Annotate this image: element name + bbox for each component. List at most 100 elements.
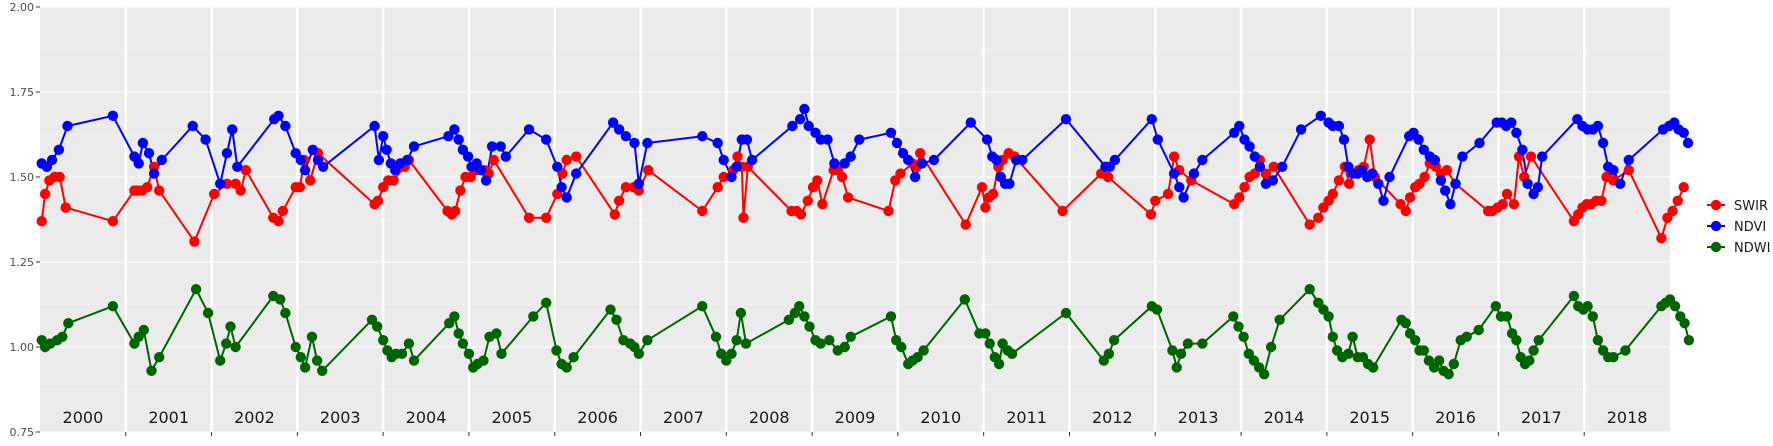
- data-point: [1162, 188, 1174, 200]
- data-point: [1533, 335, 1544, 346]
- data-point: [1525, 151, 1537, 162]
- data-point: [273, 216, 284, 227]
- data-point: [1234, 120, 1245, 132]
- data-point: [1501, 188, 1513, 200]
- data-point: [221, 148, 233, 159]
- data-point: [1615, 178, 1626, 189]
- data-point: [987, 188, 999, 200]
- data-point: [984, 338, 995, 349]
- data-point: [1228, 311, 1239, 322]
- data-point: [311, 355, 323, 366]
- year-label: 2006: [577, 408, 618, 427]
- data-point: [710, 331, 722, 342]
- y-tick-label: 2.00: [10, 1, 35, 14]
- data-point: [1608, 352, 1619, 363]
- data-point: [1060, 114, 1072, 125]
- data-point: [190, 284, 202, 295]
- data-point: [1445, 199, 1456, 210]
- data-point: [1450, 178, 1461, 189]
- data-point: [1683, 335, 1695, 346]
- data-point: [215, 355, 226, 366]
- data-point: [799, 311, 810, 322]
- data-point: [299, 362, 311, 373]
- data-point: [726, 348, 737, 359]
- data-point: [891, 137, 903, 149]
- data-point: [378, 335, 389, 346]
- data-point: [1524, 355, 1535, 366]
- data-point: [611, 314, 622, 325]
- data-point: [142, 182, 153, 193]
- data-point: [1679, 318, 1690, 329]
- data-point: [1511, 335, 1522, 346]
- data-point: [1678, 182, 1689, 193]
- data-point: [1373, 178, 1384, 189]
- data-point: [561, 154, 572, 166]
- data-point: [305, 175, 316, 186]
- data-point: [794, 301, 805, 312]
- data-point: [402, 154, 413, 166]
- data-point: [802, 195, 813, 206]
- data-point: [885, 127, 897, 138]
- data-point: [918, 345, 929, 356]
- data-point: [1254, 161, 1266, 172]
- data-point: [552, 161, 563, 172]
- year-label: 2009: [835, 408, 876, 427]
- data-point: [62, 120, 73, 132]
- year-label: 2005: [491, 408, 532, 427]
- data-point: [712, 137, 723, 149]
- data-point: [138, 324, 149, 336]
- data-point: [528, 311, 539, 322]
- data-point: [277, 205, 288, 217]
- data-point: [812, 175, 823, 186]
- data-point: [697, 301, 708, 312]
- data-point: [1145, 209, 1157, 220]
- data-point: [491, 328, 502, 339]
- data-point: [1582, 301, 1593, 312]
- data-point: [1678, 127, 1689, 138]
- data-point: [556, 182, 567, 193]
- data-point: [1315, 110, 1327, 122]
- data-point: [787, 120, 798, 132]
- year-label: 2010: [920, 408, 961, 427]
- data-point: [799, 103, 810, 115]
- data-point: [1267, 175, 1279, 186]
- y-tick-label: 0.75: [10, 426, 35, 439]
- data-point: [1378, 195, 1389, 206]
- data-point: [235, 185, 246, 196]
- data-point: [495, 141, 506, 152]
- minor-gridlines: [40, 49, 1670, 390]
- data-point: [1249, 151, 1261, 162]
- data-point: [731, 161, 742, 172]
- data-point: [541, 134, 552, 145]
- year-label: 2013: [1178, 408, 1219, 427]
- data-point: [1268, 161, 1279, 172]
- data-point: [295, 352, 306, 363]
- data-point: [1313, 212, 1324, 223]
- data-point: [146, 365, 157, 376]
- data-point: [1343, 348, 1354, 359]
- data-point: [731, 335, 742, 346]
- data-point: [1623, 154, 1635, 166]
- data-point: [1304, 284, 1315, 295]
- data-point: [63, 318, 74, 329]
- data-point: [822, 134, 833, 145]
- year-label: 2018: [1607, 408, 1648, 427]
- data-point: [629, 137, 640, 149]
- data-point: [388, 175, 399, 186]
- data-point: [396, 348, 408, 359]
- data-point: [53, 144, 65, 155]
- year-label: 2012: [1092, 408, 1133, 427]
- data-point: [712, 182, 723, 193]
- data-point: [1304, 219, 1315, 230]
- data-point: [378, 131, 389, 142]
- data-point: [488, 154, 499, 166]
- data-point: [803, 120, 814, 132]
- data-point: [1384, 171, 1395, 183]
- data-point: [1587, 311, 1599, 322]
- legend-key-point: [1710, 199, 1722, 211]
- data-point: [896, 341, 907, 353]
- data-point: [1429, 154, 1441, 166]
- data-point: [1522, 178, 1533, 189]
- data-point: [154, 185, 165, 196]
